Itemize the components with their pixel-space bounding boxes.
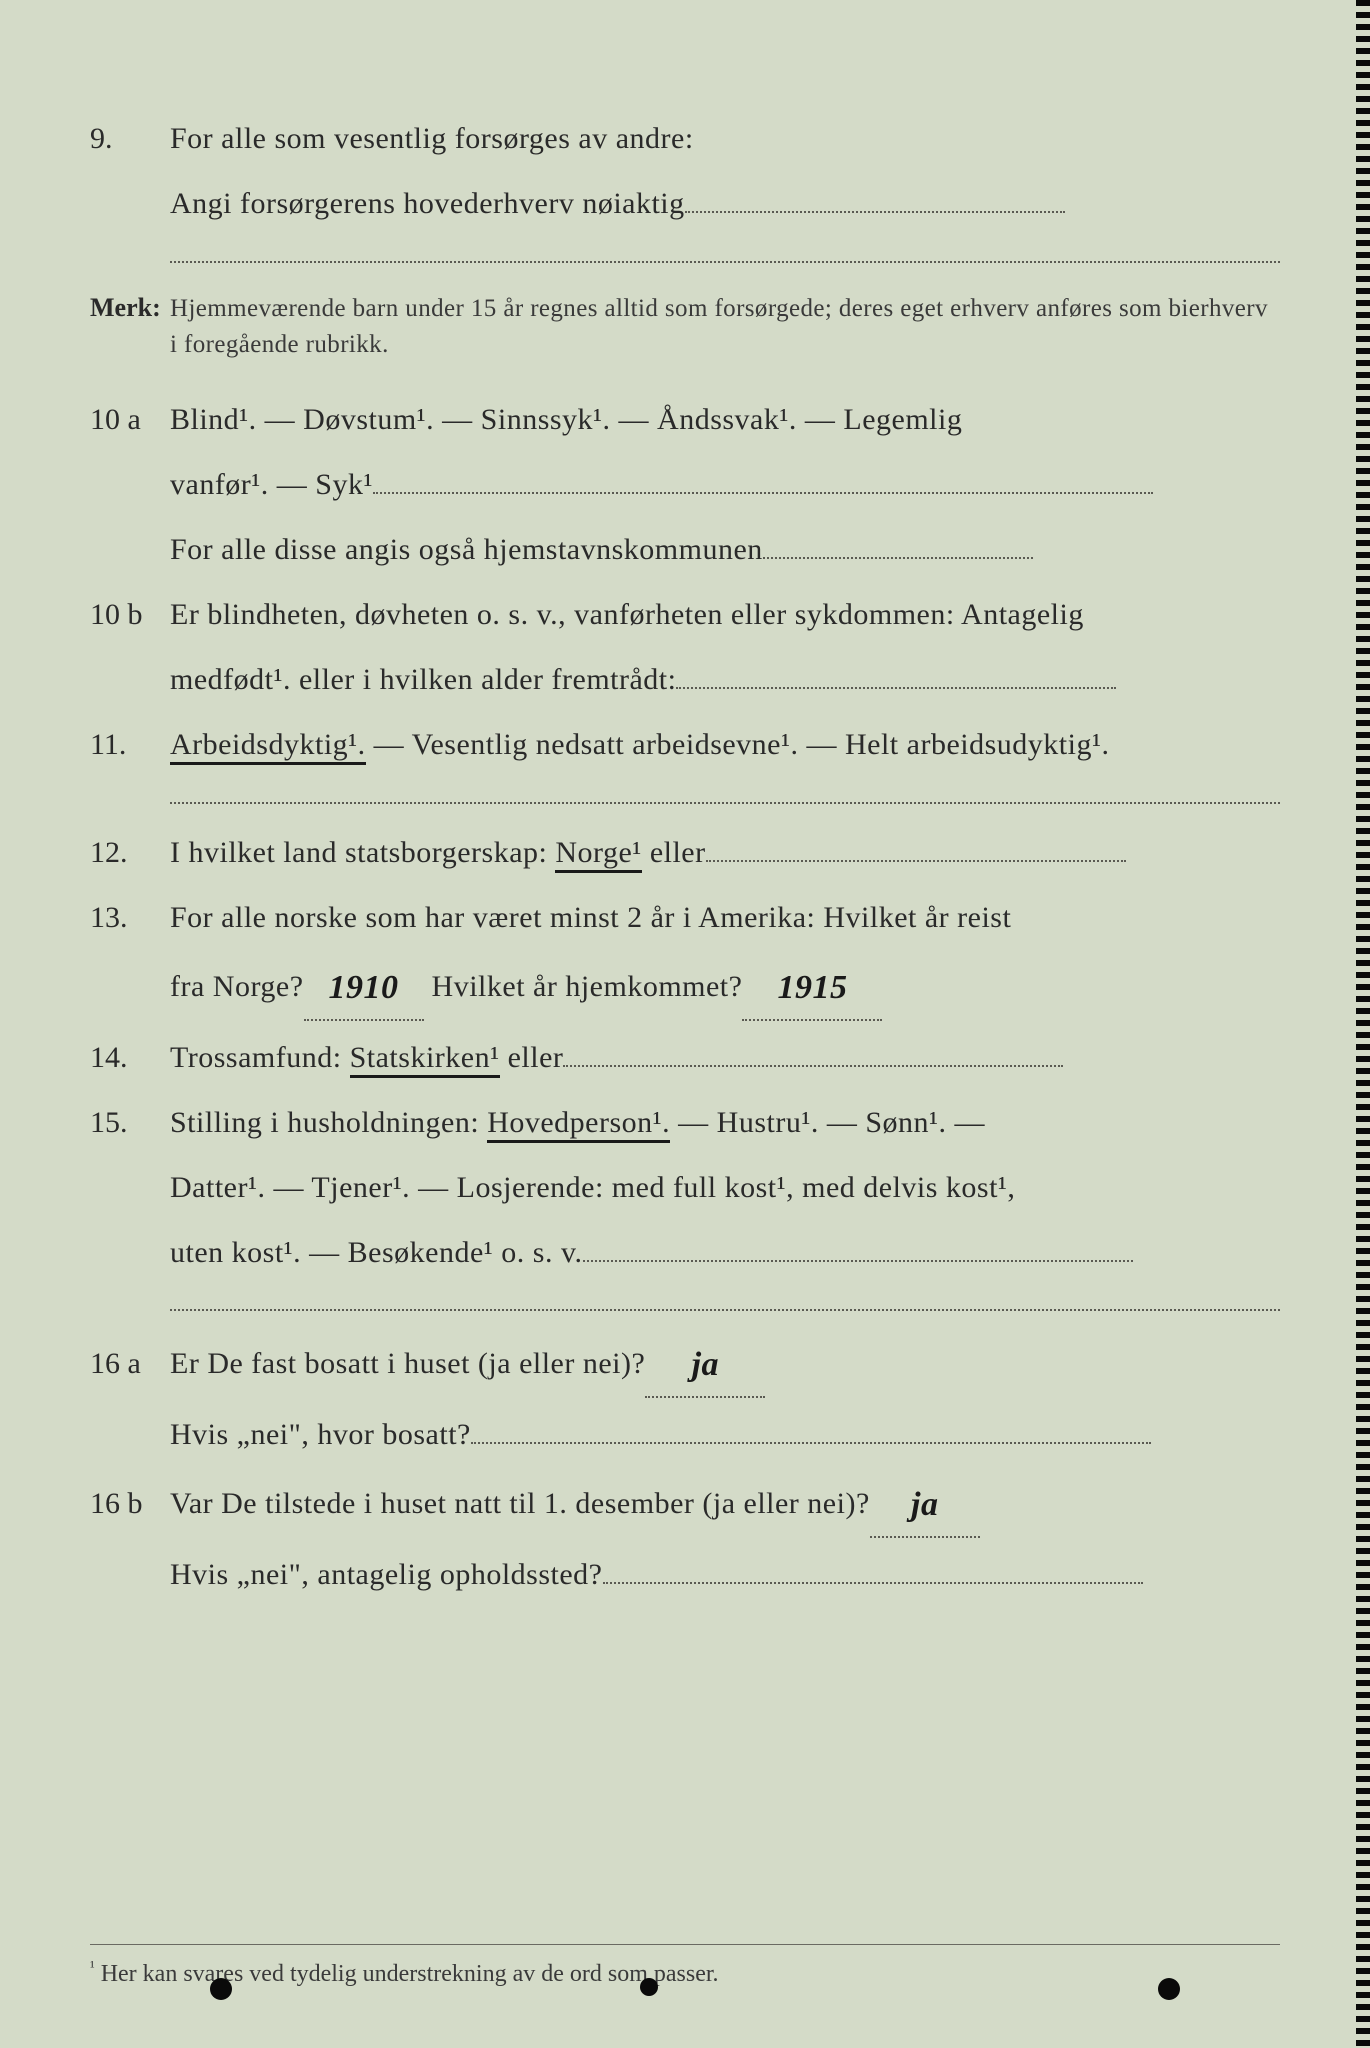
q9-line2: Angi forsørgerens hovederhverv nøiaktig <box>170 175 1280 232</box>
q16a-row2: Hvis „nei", hvor bosatt? <box>90 1406 1280 1463</box>
q12-row: 12. I hvilket land statsborgerskap: Norg… <box>90 824 1280 881</box>
q15-blank-full <box>170 1289 1280 1312</box>
q11-num: 11. <box>90 716 170 773</box>
q9-num: 9. <box>90 110 170 167</box>
q16a-row1: 16 a Er De fast bosatt i huset (ja eller… <box>90 1331 1280 1398</box>
q11-row: 11. Arbeidsdyktig¹. — Vesentlig nedsatt … <box>90 716 1280 773</box>
q12-body: I hvilket land statsborgerskap: Norge¹ e… <box>170 824 1280 881</box>
q10a-blank2 <box>763 557 1033 559</box>
q14-num: 14. <box>90 1029 170 1086</box>
q14-blank <box>563 1065 1063 1067</box>
q13-line1: For alle norske som har været minst 2 år… <box>170 889 1280 946</box>
q10a-row2: vanfør¹. — Syk¹ <box>90 456 1280 513</box>
document-page: 9. For alle som vesentlig forsørges av a… <box>0 0 1370 2048</box>
q10a-line3: For alle disse angis også hjemstavnskomm… <box>170 521 1280 578</box>
q13-ans-b: 1915 <box>742 954 882 1021</box>
q16b-num: 16 b <box>90 1475 170 1532</box>
q11-blank-full <box>170 781 1280 804</box>
q9-row2: Angi forsørgerens hovederhverv nøiaktig <box>90 175 1280 232</box>
q12-underlined: Norge¹ <box>555 836 641 873</box>
q12-num: 12. <box>90 824 170 881</box>
q10b-num: 10 b <box>90 586 170 643</box>
punch-hole-icon <box>1158 1978 1180 2000</box>
q15-row1: 15. Stilling i husholdningen: Hovedperso… <box>90 1094 1280 1151</box>
q10a-blank1 <box>373 492 1153 494</box>
q13-line2: fra Norge?1910 Hvilket år hjemkommet?191… <box>170 954 1280 1021</box>
q10a-row1: 10 a Blind¹. — Døvstum¹. — Sinnssyk¹. — … <box>90 391 1280 448</box>
q13-num: 13. <box>90 889 170 946</box>
q15-blank <box>583 1260 1133 1262</box>
q15-line2: Datter¹. — Tjener¹. — Losjerende: med fu… <box>170 1159 1280 1216</box>
q11-underlined: Arbeidsdyktig¹. <box>170 728 366 765</box>
q10a-num: 10 a <box>90 391 170 448</box>
footnote: ¹ Her kan svares ved tydelig understrekn… <box>90 1944 1280 1988</box>
q14-row: 14. Trossamfund: Statskirken¹ eller <box>90 1029 1280 1086</box>
q13-row2: fra Norge?1910 Hvilket år hjemkommet?191… <box>90 954 1280 1021</box>
q16b-blank <box>603 1582 1143 1584</box>
punch-hole-icon <box>640 1978 658 1996</box>
q11-body: Arbeidsdyktig¹. — Vesentlig nedsatt arbe… <box>170 716 1280 773</box>
q15-underlined: Hovedperson¹. <box>487 1106 670 1143</box>
q14-underlined: Statskirken¹ <box>350 1041 500 1078</box>
q16a-q2: Hvis „nei", hvor bosatt? <box>170 1406 1280 1463</box>
q14-body: Trossamfund: Statskirken¹ eller <box>170 1029 1280 1086</box>
q10b-row1: 10 b Er blindheten, døvheten o. s. v., v… <box>90 586 1280 643</box>
q16a-blank <box>471 1442 1151 1444</box>
q15-row2: Datter¹. — Tjener¹. — Losjerende: med fu… <box>90 1159 1280 1216</box>
q12-blank <box>706 860 1126 862</box>
q16b-row2: Hvis „nei", antagelig opholdssted? <box>90 1546 1280 1603</box>
q16a-q1: Er De fast bosatt i huset (ja eller nei)… <box>170 1331 1280 1398</box>
q10b-blank <box>676 687 1116 689</box>
q10b-line2: medfødt¹. eller i hvilken alder fremtråd… <box>170 651 1280 708</box>
q10b-line1: Er blindheten, døvheten o. s. v., vanfør… <box>170 586 1280 643</box>
merk-row: Merk: Hjemmeværende barn under 15 år reg… <box>90 283 1280 364</box>
merk-label: Merk: <box>90 283 170 332</box>
q9-blank-full <box>170 240 1280 263</box>
q16b-q1: Var De tilstede i huset natt til 1. dese… <box>170 1471 1280 1538</box>
footnote-text: Her kan svares ved tydelig understreknin… <box>95 1961 719 1987</box>
q10a-row3: For alle disse angis også hjemstavnskomm… <box>90 521 1280 578</box>
q15-row3: uten kost¹. — Besøkende¹ o. s. v. <box>90 1224 1280 1281</box>
q9-line1: For alle som vesentlig forsørges av andr… <box>170 110 1280 167</box>
q15-line3: uten kost¹. — Besøkende¹ o. s. v. <box>170 1224 1280 1281</box>
q15-num: 15. <box>90 1094 170 1151</box>
punch-hole-icon <box>210 1978 232 2000</box>
q15-line1: Stilling i husholdningen: Hovedperson¹. … <box>170 1094 1280 1151</box>
q16b-row1: 16 b Var De tilstede i huset natt til 1.… <box>90 1471 1280 1538</box>
q10a-opts1: Blind¹. — Døvstum¹. — Sinnssyk¹. — Åndss… <box>170 391 1280 448</box>
q13-row1: 13. For alle norske som har været minst … <box>90 889 1280 946</box>
merk-text: Hjemmeværende barn under 15 år regnes al… <box>170 291 1280 364</box>
q10a-opts2: vanfør¹. — Syk¹ <box>170 456 1280 513</box>
q13-ans-a: 1910 <box>304 954 424 1021</box>
q16b-ans1: ja <box>870 1471 980 1538</box>
q16b-q2: Hvis „nei", antagelig opholdssted? <box>170 1546 1280 1603</box>
q10b-row2: medfødt¹. eller i hvilken alder fremtråd… <box>90 651 1280 708</box>
q9-row1: 9. For alle som vesentlig forsørges av a… <box>90 110 1280 167</box>
q16a-num: 16 a <box>90 1335 170 1392</box>
q9-blank <box>685 211 1065 213</box>
q16a-ans1: ja <box>645 1331 765 1398</box>
